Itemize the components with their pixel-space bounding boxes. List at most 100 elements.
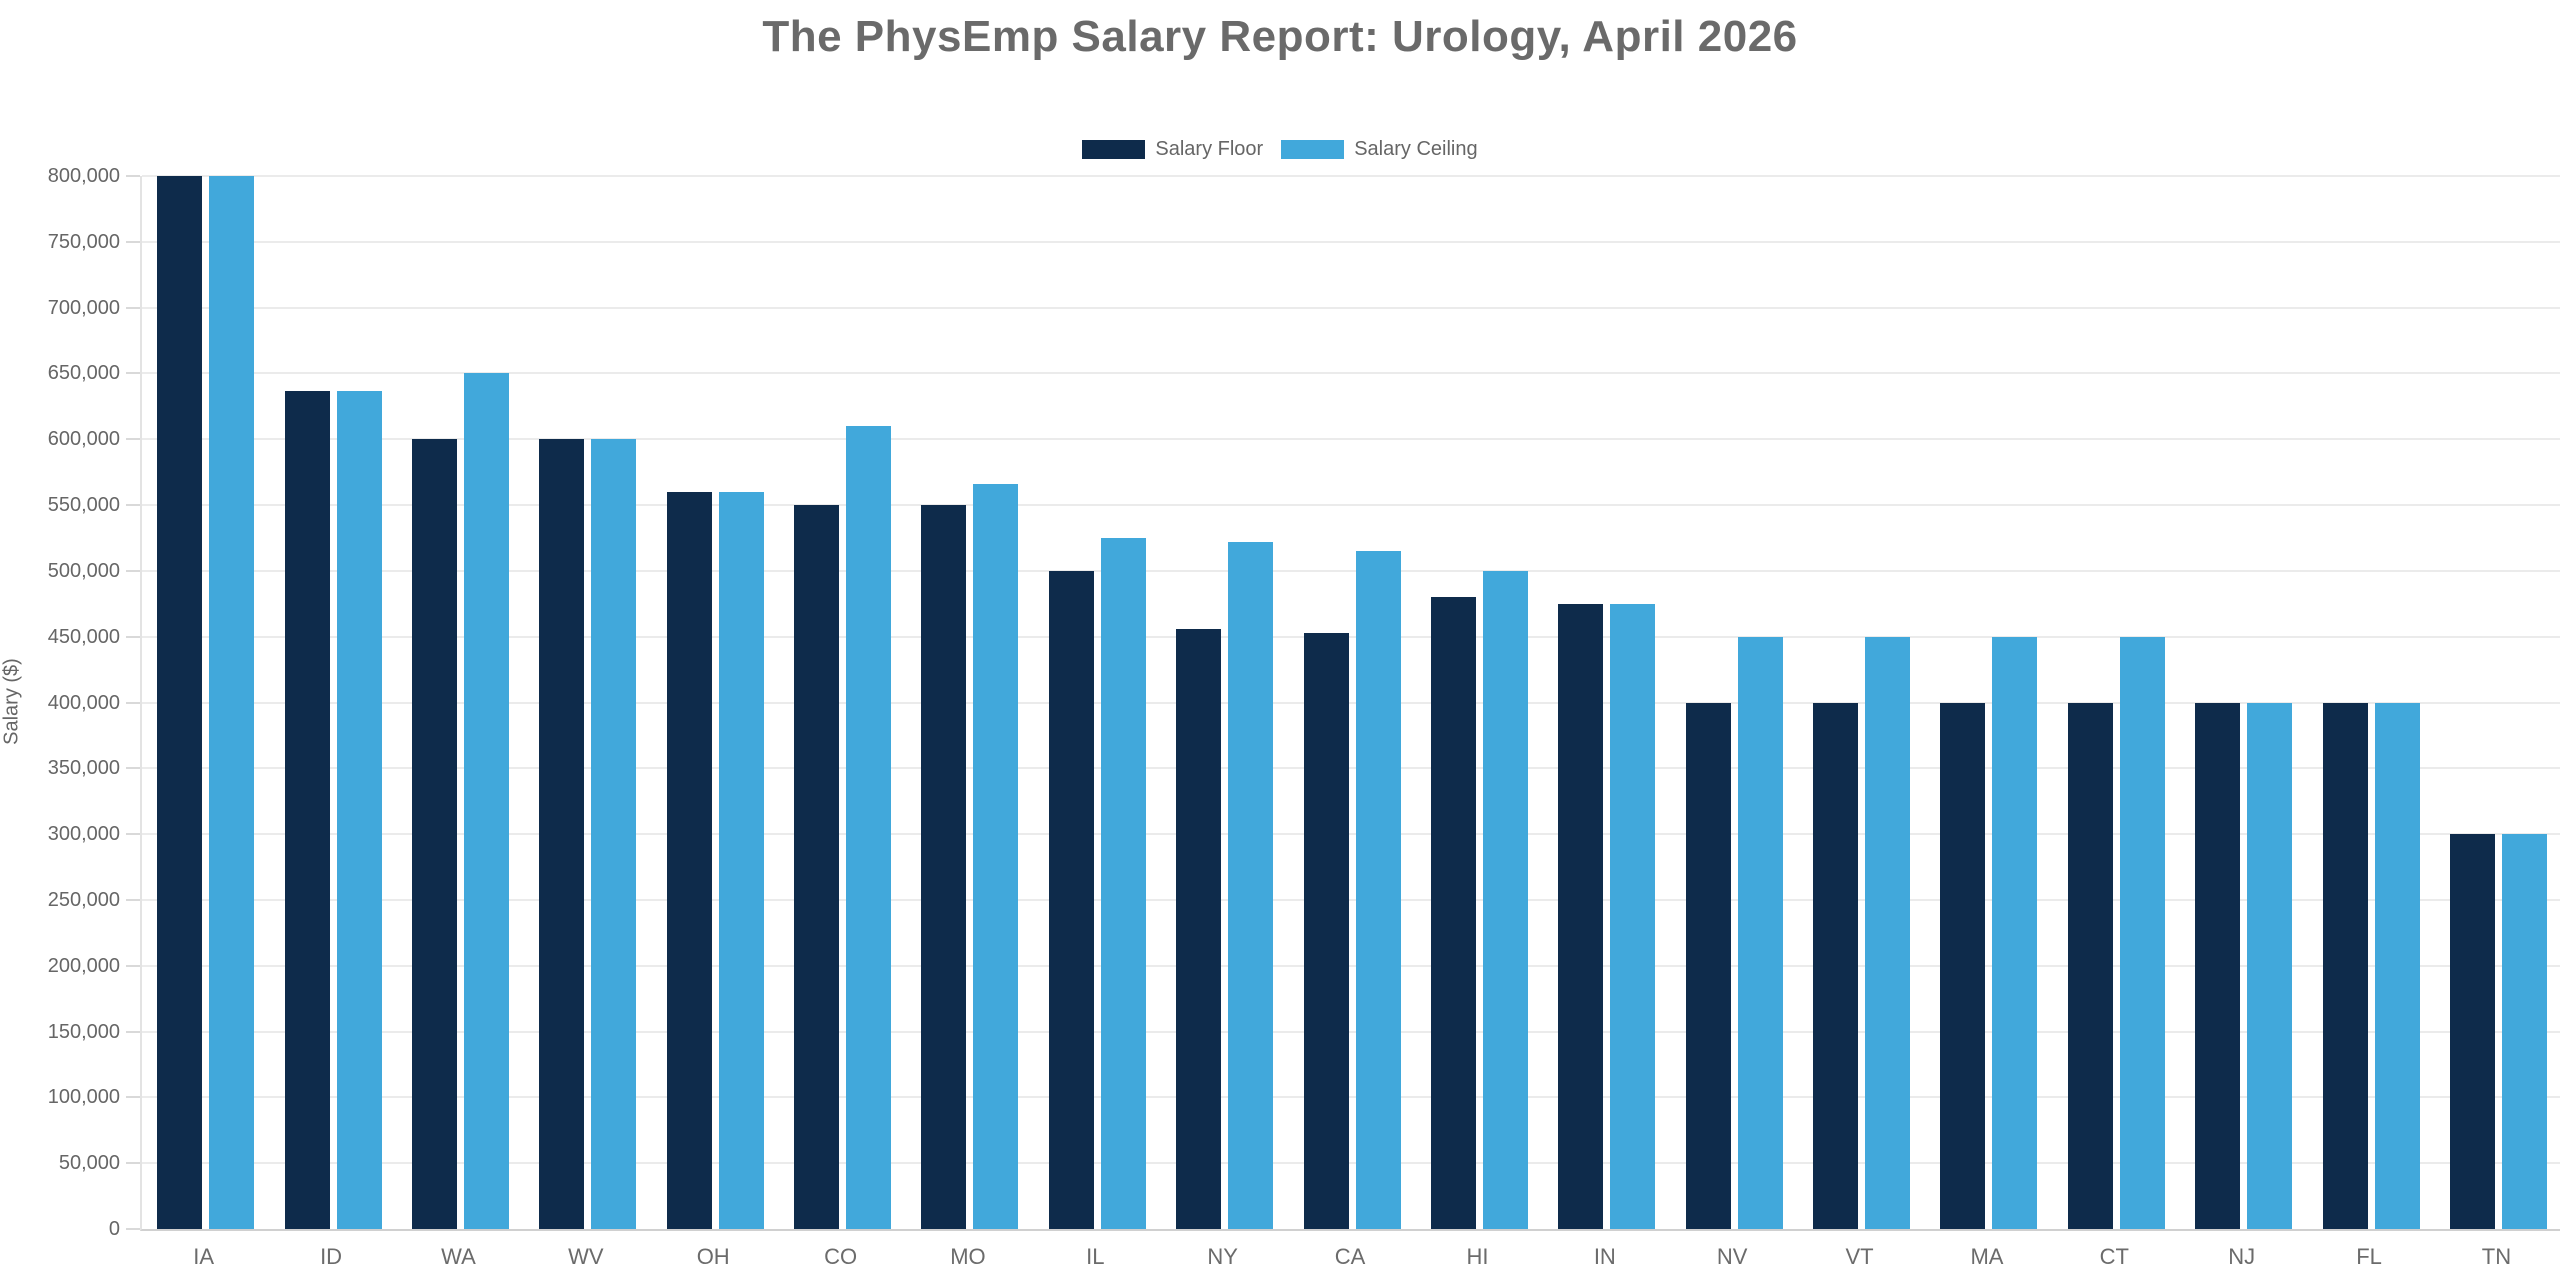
bar-salary-floor-IA: [157, 176, 203, 1229]
bar-salary-floor-CO: [794, 505, 840, 1229]
bar-salary-ceiling-IN: [1610, 603, 1656, 1229]
y-tick-label: 100,000: [47, 1086, 120, 1109]
bar-group-HI: [1416, 176, 1543, 1229]
bar-salary-ceiling-CA: [1355, 551, 1401, 1229]
x-tick-label-NV: NV: [1716, 1244, 1748, 1269]
legend-label-salary-floor: Salary Floor: [1155, 138, 1264, 160]
bar-salary-floor-VT: [1813, 702, 1859, 1229]
gridline: [142, 306, 2560, 309]
y-tick-label: 0: [108, 1218, 120, 1240]
bar-salary-floor-CT: [2067, 702, 2113, 1229]
bar-group-CT: [2053, 176, 2180, 1229]
bar-group-CA: [1288, 176, 1415, 1229]
bar-group-NJ: [2180, 176, 2307, 1229]
x-tick-label-HI: HI: [1466, 1244, 1489, 1269]
bar-group-FL: [2307, 176, 2434, 1229]
bar-salary-floor-MO: [921, 505, 967, 1229]
gridline: [142, 1096, 2560, 1099]
bar-salary-ceiling-CT: [2119, 636, 2165, 1229]
gridline: [142, 1030, 2560, 1033]
bar-group-WV: [524, 176, 651, 1229]
y-tick-mark: [126, 635, 140, 638]
x-tick-label-CA: CA: [1334, 1244, 1366, 1269]
x-tick-label-WA: WA: [441, 1244, 476, 1269]
bar-group-WA: [397, 176, 524, 1229]
gridline: [142, 898, 2560, 901]
y-tick-label: 450,000: [47, 625, 120, 648]
legend-item-salary-ceiling[interactable]: Salary Ceiling: [1281, 138, 1478, 161]
bar-salary-ceiling-IL: [1100, 537, 1146, 1229]
bar-group-ID: [269, 176, 396, 1229]
bar-salary-floor-NV: [1685, 702, 1731, 1229]
bar-group-IN: [1543, 176, 1670, 1229]
legend-label-salary-ceiling: Salary Ceiling: [1354, 138, 1478, 160]
gridline: [142, 504, 2560, 507]
y-tick-label: 750,000: [47, 230, 120, 253]
y-tick-label: 200,000: [47, 954, 120, 977]
bar-salary-ceiling-OH: [718, 491, 764, 1229]
bar-salary-ceiling-WA: [463, 373, 509, 1229]
legend-swatch-salary-ceiling: [1281, 140, 1345, 159]
gridline: [142, 569, 2560, 572]
bar-group-NY: [1161, 176, 1288, 1229]
legend-swatch-salary-floor: [1082, 140, 1146, 159]
gridline: [142, 635, 2560, 638]
x-tick-label-CT: CT: [2099, 1244, 2129, 1269]
y-tick-mark: [126, 240, 140, 243]
y-tick-label: 150,000: [47, 1020, 120, 1043]
x-axis-labels: IA ID WA WV OH CO MO IL NY CA HI IN NV VT MA CT NJ FL TN: [140, 1244, 2560, 1270]
x-tick-label-MO: MO: [950, 1244, 986, 1269]
legend-item-salary-floor[interactable]: Salary Floor: [1082, 138, 1263, 161]
bar-salary-floor-MA: [1940, 702, 1986, 1229]
y-tick-label: 550,000: [47, 494, 120, 517]
gridline: [142, 438, 2560, 441]
chart-title: The PhysEmp Salary Report: Urology, Apri…: [762, 12, 1798, 61]
plot-area: [140, 175, 2560, 1231]
bars: [142, 176, 2560, 1229]
bar-group-MO: [906, 176, 1033, 1229]
y-tick-mark: [126, 898, 140, 901]
y-tick-mark: [126, 372, 140, 375]
bar-salary-floor-NJ: [2195, 702, 2241, 1229]
bar-group-TN: [2435, 176, 2560, 1229]
x-tick-label-VT: VT: [1845, 1244, 1874, 1269]
y-tick-mark: [126, 964, 140, 967]
bar-salary-floor-IN: [1558, 603, 1604, 1229]
gridline: [142, 964, 2560, 967]
bar-salary-ceiling-NJ: [2247, 702, 2293, 1229]
y-tick-label: 700,000: [47, 296, 120, 319]
y-tick-label: 50,000: [58, 1152, 120, 1175]
bar-salary-ceiling-IA: [209, 176, 255, 1229]
bar-salary-floor-NY: [1176, 628, 1222, 1229]
x-tick-label-IA: IA: [193, 1244, 215, 1269]
y-tick-label: 650,000: [47, 362, 120, 385]
y-tick-mark: [126, 306, 140, 309]
gridline: [142, 767, 2560, 770]
y-tick-mark: [126, 1228, 140, 1230]
bar-group-VT: [1798, 176, 1925, 1229]
x-tick-label-MA: MA: [1970, 1244, 2004, 1269]
bar-salary-ceiling-TN: [2501, 834, 2547, 1229]
bar-salary-ceiling-MO: [973, 484, 1019, 1229]
y-tick-label: 350,000: [47, 757, 120, 780]
gridline: [142, 175, 2560, 177]
gridline: [142, 372, 2560, 375]
y-tick-label: 400,000: [47, 691, 120, 714]
bar-salary-floor-HI: [1430, 597, 1476, 1229]
y-tick-mark: [126, 504, 140, 507]
bar-salary-floor-TN: [2449, 834, 2495, 1229]
bar-salary-ceiling-ID: [336, 390, 382, 1229]
x-tick-label-IL: IL: [1086, 1244, 1105, 1269]
legend: Salary Floor Salary Ceiling: [0, 138, 2560, 161]
bar-salary-ceiling-MA: [1992, 636, 2038, 1229]
y-tick-mark: [126, 1096, 140, 1099]
bar-salary-floor-WV: [539, 439, 585, 1229]
gridline: [142, 833, 2560, 836]
y-tick-label: 500,000: [47, 559, 120, 582]
bar-salary-ceiling-FL: [2374, 702, 2420, 1229]
bar-salary-floor-ID: [284, 390, 330, 1229]
gridline: [142, 701, 2560, 704]
bar-group-IA: [142, 176, 269, 1229]
bar-salary-floor-WA: [411, 439, 457, 1229]
